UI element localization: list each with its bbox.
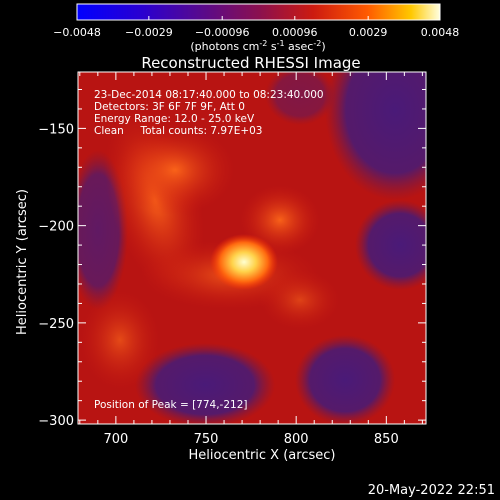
info-total-counts: Clean Total counts: 7.97E+03 — [94, 125, 263, 137]
axes: 700 750 800 850 −150 −200 −250 −300 — [38, 72, 426, 447]
x-tick-label: 800 — [284, 432, 309, 447]
colorbar-tick-label: 0.00096 — [272, 26, 318, 39]
y-tick-label: −200 — [38, 220, 74, 235]
colorbar — [76, 3, 441, 21]
x-tick-label: 850 — [374, 432, 399, 447]
x-tick-label: 700 — [103, 432, 128, 447]
chart-title: Reconstructed RHESSI Image — [141, 54, 360, 72]
plot-frame — [77, 71, 427, 425]
colorbar-tick-label: −0.0048 — [53, 26, 101, 39]
colorbar-tick-label: 0.0048 — [421, 26, 460, 39]
y-tick-label: −300 — [38, 414, 74, 429]
peak-position-label: Position of Peak = [774,-212] — [94, 399, 248, 411]
timestamp: 20-May-2022 22:51 — [368, 483, 495, 498]
info-detectors: Detectors: 3F 6F 7F 9F, Att 0 — [94, 101, 245, 113]
info-time-range: 23-Dec-2014 08:17:40.000 to 08:23:40.000 — [94, 89, 324, 101]
colorbar-tick-label: 0.0029 — [349, 26, 388, 39]
colorbar-tick-label: −0.00096 — [195, 26, 250, 39]
x-tick-label: 750 — [194, 432, 219, 447]
y-axis-label: Heliocentric Y (arcsec) — [15, 189, 30, 335]
info-energy-range: Energy Range: 12.0 - 25.0 keV — [94, 113, 255, 125]
colorbar-unit-label: (photons cm-2 s-1 asec-2) — [190, 39, 325, 53]
heatmap-image — [78, 72, 426, 424]
y-tick-label: −250 — [38, 317, 74, 332]
colorbar-ticks: −0.0048 −0.0029 −0.00096 0.00096 0.0029 0.004… — [53, 16, 459, 39]
y-tick-label: −150 — [38, 122, 74, 137]
colorbar-tick-label: −0.0029 — [125, 26, 173, 39]
x-axis-label: Heliocentric X (arcsec) — [189, 448, 336, 463]
peak-source — [210, 234, 278, 290]
